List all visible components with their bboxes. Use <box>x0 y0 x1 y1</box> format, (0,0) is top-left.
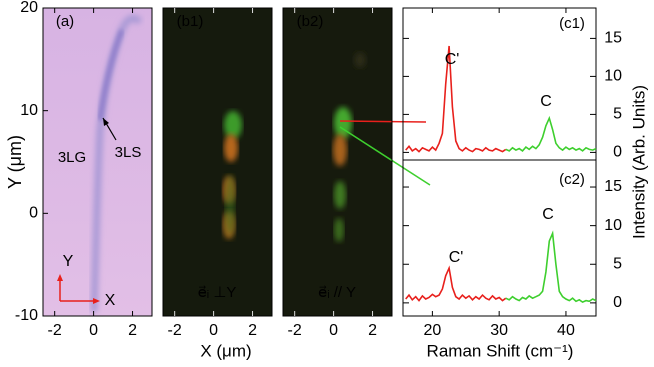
y-tick-label: 5 <box>613 255 622 272</box>
image-b1 <box>163 8 272 316</box>
spectrum-line <box>405 45 507 153</box>
image-a <box>43 8 152 316</box>
y-tick-label: 0 <box>613 294 622 311</box>
annotation: 3LG <box>58 149 86 166</box>
x-tick-label: 40 <box>557 322 575 339</box>
x-tick-label: 30 <box>490 322 508 339</box>
annotation: 3LS <box>115 144 142 161</box>
y-tick-label: 15 <box>604 30 622 47</box>
image-b2 <box>283 8 392 316</box>
x-tick-label: -2 <box>168 322 182 339</box>
y-tick-label: 15 <box>604 178 622 195</box>
panel-frame <box>162 7 273 317</box>
x-tick-label: 0 <box>89 322 98 339</box>
panel-frame <box>42 7 153 317</box>
x-axis-label: X (μm) <box>200 341 251 360</box>
x-axis-label: Raman Shift (cm⁻¹) <box>427 341 574 360</box>
annotation: X <box>105 292 116 309</box>
spectrum-line <box>505 115 597 152</box>
y-axis-label: Y (μm) <box>5 135 25 189</box>
spectrum-line <box>405 265 507 302</box>
panel-label: (b2) <box>297 13 324 30</box>
y-axis-label: Intensity (Arb. Units) <box>629 85 648 239</box>
x-tick-label: 2 <box>128 322 137 339</box>
annotation: C' <box>449 249 464 266</box>
x-tick-label: -2 <box>48 322 62 339</box>
y-tick-label: 20 <box>20 0 38 16</box>
panel-label: (c1) <box>559 15 585 32</box>
panel-label: (c2) <box>559 171 585 188</box>
annotation: e⃗ᵢ // Y <box>318 284 356 301</box>
x-tick-label: 20 <box>423 322 441 339</box>
y-tick-label: 0 <box>613 144 622 161</box>
arrows-a <box>57 117 117 304</box>
panel-label: (a) <box>56 13 74 30</box>
y-tick-label: -10 <box>15 307 38 324</box>
annotation: C <box>540 93 552 110</box>
y-tick-label: 10 <box>604 68 622 85</box>
y-tick-label: 10 <box>20 102 38 119</box>
y-tick-label: 10 <box>604 217 622 234</box>
annotation: Y <box>63 253 74 270</box>
panel-frame <box>282 7 393 317</box>
x-tick-label: -2 <box>288 322 302 339</box>
connector-green <box>339 126 431 186</box>
x-tick-label: 2 <box>248 322 257 339</box>
annotation: C <box>542 206 554 223</box>
x-tick-label: 0 <box>209 322 218 339</box>
y-tick-label: 5 <box>613 106 622 123</box>
y-tick-label: 0 <box>29 205 38 222</box>
x-tick-label: 0 <box>329 322 338 339</box>
annotation: e⃗ᵢ ⊥Y <box>198 284 237 301</box>
spectrum-line <box>505 230 597 304</box>
annotation: C' <box>445 51 460 68</box>
panel-label: (b1) <box>177 13 204 30</box>
x-tick-label: 2 <box>368 322 377 339</box>
connector-red <box>339 120 427 123</box>
